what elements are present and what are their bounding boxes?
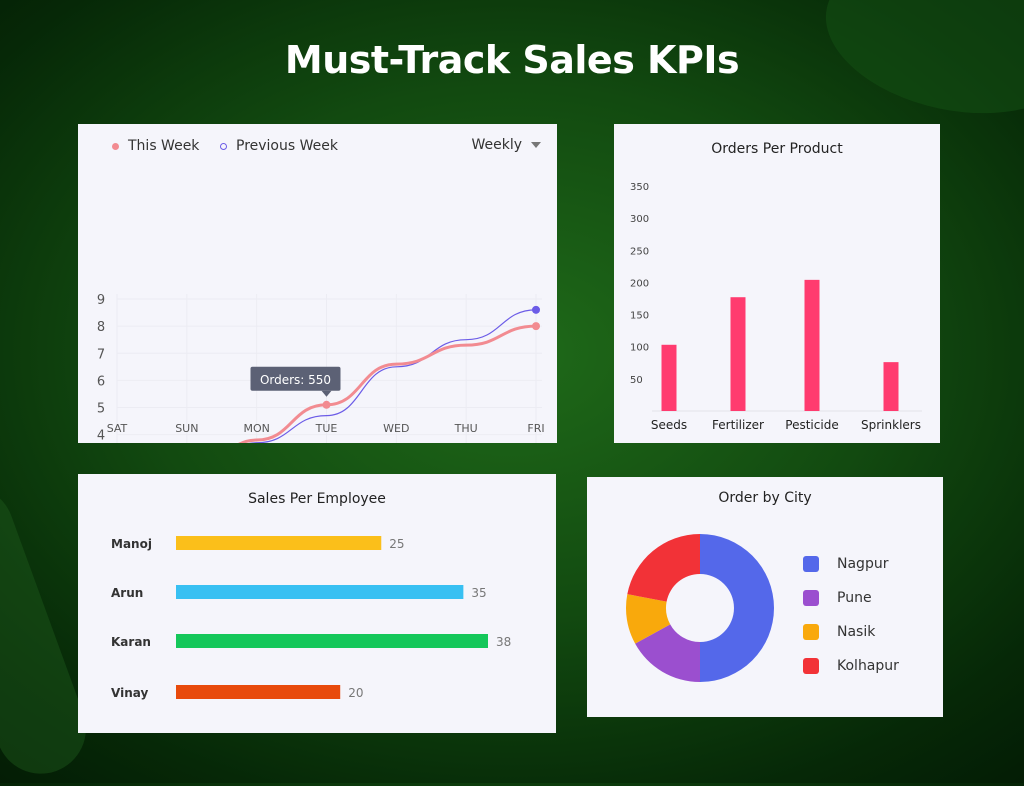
chevron-down-icon: [531, 142, 541, 148]
legend-swatch: [803, 556, 819, 572]
bar-fertilizer: [730, 297, 746, 411]
x-tick-label: WED: [383, 422, 409, 435]
slice-pune: [635, 624, 700, 682]
x-tick-label: Pesticide: [785, 418, 838, 432]
x-tick-label: TUE: [315, 422, 338, 435]
x-tick-label: THU: [454, 422, 478, 435]
x-tick-label: MON: [243, 422, 269, 435]
sales-per-employee-title: Sales Per Employee: [248, 491, 386, 507]
y-tick-label: 250: [630, 246, 649, 257]
period-dropdown-label: Weekly: [471, 137, 522, 153]
this-week-point: [532, 322, 540, 331]
bar-arun: [176, 585, 464, 599]
y-tick-label: 150: [630, 311, 649, 322]
legend-item-nagpur[interactable]: Nagpur: [803, 547, 899, 581]
slice-nagpur: [700, 534, 774, 682]
value-label: 20: [348, 686, 363, 700]
y-tick-label: 100: [630, 343, 649, 354]
legend-label: Pune: [837, 590, 872, 606]
orders-per-product-chart: 50 100 150 200 250 300 350 Seeds Fertilizer Pesti…: [630, 182, 922, 432]
value-label: 38: [496, 635, 511, 649]
employee-label: Arun: [111, 586, 143, 600]
page-title: Must-Track Sales KPIs: [284, 38, 740, 82]
employee-label: Vinay: [111, 686, 148, 700]
legend-this-week[interactable]: This Week: [112, 138, 199, 154]
y-tick-label: 6: [97, 374, 105, 389]
tooltip-text: Orders: 550: [260, 373, 331, 387]
bar-karan: [176, 634, 488, 648]
order-by-city-title: Order by City: [718, 490, 812, 506]
y-tick-label: 7: [97, 347, 105, 362]
x-tick-label: Seeds: [651, 418, 687, 432]
previous-week-marker-icon: [220, 142, 227, 150]
bar-vinay: [176, 685, 341, 699]
bar-manoj: [176, 536, 382, 550]
legend-item-pune[interactable]: Pune: [803, 581, 899, 615]
order-by-city-donut: [626, 534, 774, 682]
this-week-marker-icon: [112, 142, 119, 150]
line-chart: 123456789SATSUNMONTUEWEDTHUFRIOrders: 55…: [97, 293, 545, 443]
x-tick-label: SAT: [107, 422, 128, 435]
value-label: 25: [389, 537, 404, 551]
x-tick-label: Fertilizer: [712, 418, 764, 432]
y-tick-label: 9: [97, 293, 105, 308]
legend-item-nasik[interactable]: Nasik: [803, 615, 899, 649]
legend-this-week-label: This Week: [128, 138, 200, 154]
legend-previous-week[interactable]: Previous Week: [220, 138, 338, 154]
y-tick-label: 4: [97, 429, 105, 443]
employee-label: Karan: [111, 635, 151, 649]
previous-week-point: [532, 305, 540, 314]
y-tick-label: 200: [630, 278, 649, 289]
y-tick-label: 350: [630, 182, 649, 193]
legend-label: Nagpur: [837, 556, 889, 572]
y-tick-label: 50: [630, 375, 643, 386]
period-dropdown[interactable]: Weekly: [471, 137, 541, 153]
orders-per-product-card: Orders Per Product 50 100 150 200 250 300 350 S…: [614, 124, 940, 443]
x-tick-label: Sprinklers: [861, 418, 921, 432]
sales-per-employee-card: Sales Per Employee Manoj 25 Arun 35 Karan 38 V…: [78, 474, 556, 733]
legend-label: Nasik: [837, 624, 876, 640]
order-by-city-legend: Nagpur Pune Nasik Kolhapur: [803, 547, 899, 683]
slice-kolhapur: [627, 534, 700, 602]
legend-swatch: [803, 658, 819, 674]
x-tick-label: FRI: [527, 422, 544, 435]
legend-item-kolhapur[interactable]: Kolhapur: [803, 649, 899, 683]
legend-label: Kolhapur: [837, 658, 899, 674]
tooltip-point: [322, 400, 331, 409]
legend-swatch: [803, 590, 819, 606]
x-tick-label: SUN: [175, 422, 198, 435]
sales-per-employee-chart: Manoj 25 Arun 35 Karan 38 Vinay 20: [111, 536, 511, 700]
slice-nasik: [626, 594, 671, 644]
tooltip-box: [250, 366, 341, 391]
bar-sprinklers: [883, 362, 899, 411]
line-chart-card: This Week Previous Week Weekly 123456789…: [78, 124, 557, 443]
y-tick-label: 8: [97, 320, 105, 335]
y-tick-label: 5: [97, 402, 105, 417]
bar-pesticide: [804, 279, 820, 411]
order-by-city-card: Order by City Nagpur Pune Nasik Kolhapur: [587, 477, 943, 717]
tooltip-pointer: [321, 390, 332, 397]
value-label: 35: [471, 586, 486, 600]
legend-previous-week-label: Previous Week: [236, 138, 338, 154]
employee-label: Manoj: [111, 537, 152, 551]
y-tick-label: 300: [630, 214, 649, 225]
bar-seeds: [661, 344, 677, 411]
previous-week-line: [248, 309, 537, 443]
legend-swatch: [803, 624, 819, 640]
orders-per-product-title: Orders Per Product: [711, 141, 843, 157]
